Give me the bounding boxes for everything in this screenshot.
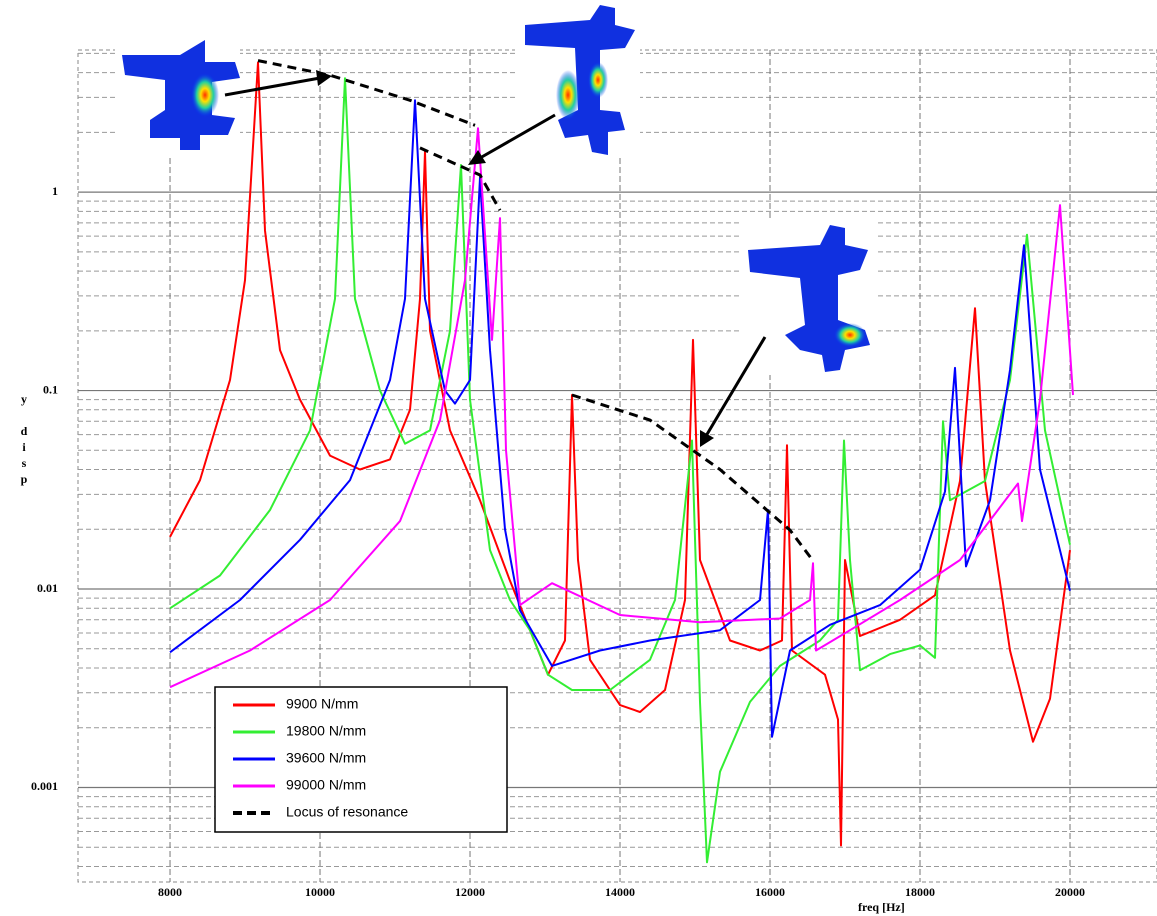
y-axis-label: y disp	[16, 392, 31, 488]
x-tick-label: 8000	[158, 885, 182, 899]
mode-shape-1	[115, 40, 240, 155]
legend-label: 9900 N/mm	[286, 696, 358, 712]
legend-label: 19800 N/mm	[286, 723, 366, 739]
y-tick-label: 1	[52, 184, 58, 198]
x-tick-label: 10000	[305, 885, 335, 899]
mode-shape-3	[740, 220, 875, 375]
x-tick-label: 14000	[605, 885, 635, 899]
legend-label: Locus of resonance	[286, 804, 408, 820]
x-tick-label: 18000	[905, 885, 935, 899]
y-tick-label: 0.001	[31, 779, 58, 793]
x-tick-label: 12000	[455, 885, 485, 899]
legend: 9900 N/mm 19800 N/mm 39600 N/mm 99000 N/mm L…	[215, 687, 507, 832]
legend-label: 99000 N/mm	[286, 777, 366, 793]
page: 1 0.1 0.01 0.001 8000 10000 12000 14000 16000 180…	[0, 0, 1157, 916]
y-tick-label: 0.1	[43, 382, 58, 396]
x-tick-label: 16000	[755, 885, 785, 899]
chart: 1 0.1 0.01 0.001 8000 10000 12000 14000 16000 180…	[0, 0, 1157, 916]
x-tick-label: 20000	[1055, 885, 1085, 899]
y-tick-label: 0.01	[37, 581, 58, 595]
mode-shape-2	[515, 5, 640, 155]
x-axis-label: freq [Hz]	[858, 900, 905, 915]
legend-label: 39600 N/mm	[286, 750, 366, 766]
